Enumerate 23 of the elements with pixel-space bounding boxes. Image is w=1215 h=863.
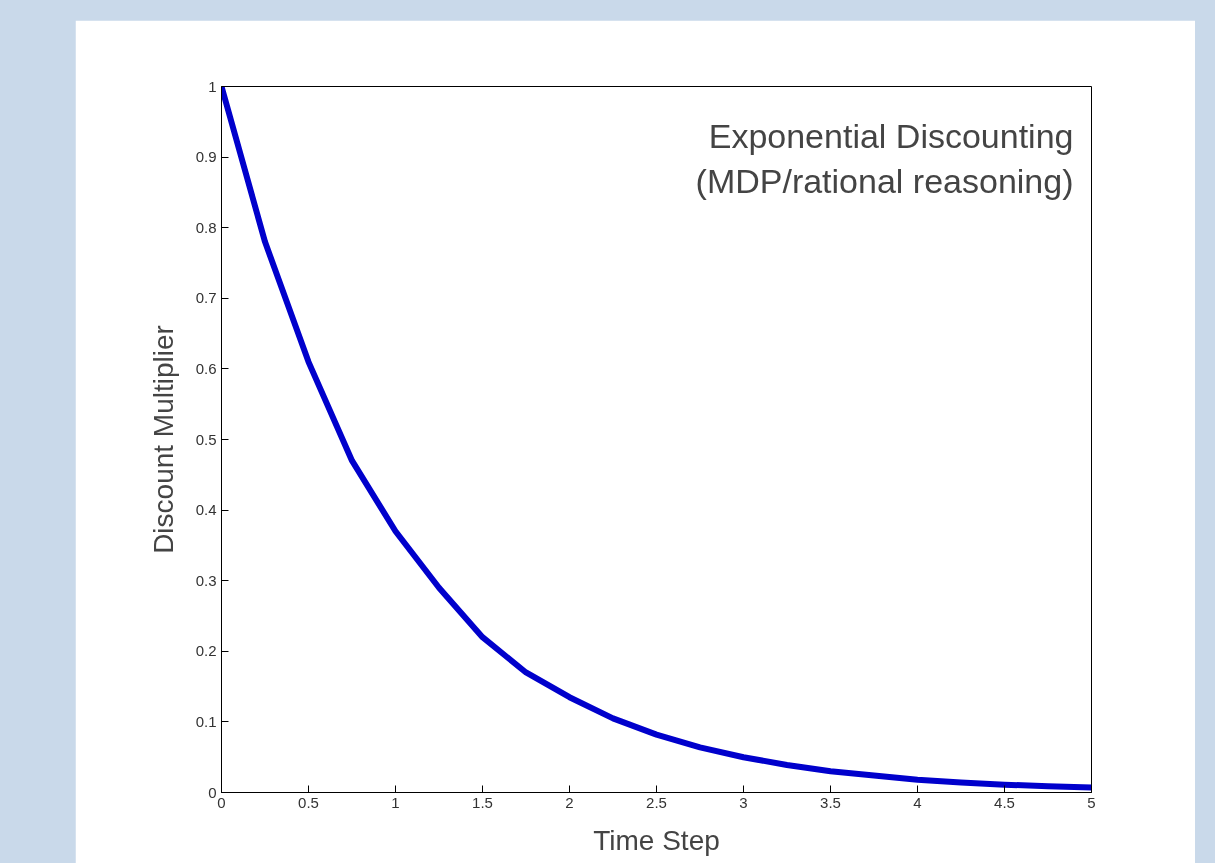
x-tick-label: 2.5	[646, 793, 667, 811]
x-tick-label: 1	[391, 793, 400, 811]
y-tick-label: 0.1	[195, 712, 217, 730]
x-tick-label: 5	[1087, 793, 1096, 811]
x-axis-title: Time Step	[593, 824, 720, 856]
y-axis-title: Discount Multiplier	[147, 325, 179, 554]
y-tick-label: 0.3	[195, 571, 217, 589]
y-tick-label: 0.7	[195, 289, 217, 307]
y-tick-label: 1	[208, 77, 217, 95]
y-tick-label: 0.8	[195, 218, 217, 236]
y-tick-label: 0.6	[195, 359, 217, 377]
y-tick-label: 0.4	[195, 501, 217, 519]
y-tick-label: 0.9	[195, 148, 217, 166]
y-tick-label: 0.5	[195, 430, 217, 448]
x-tick-label: 4.5	[994, 793, 1015, 811]
x-tick-label: 2	[565, 793, 574, 811]
x-tick-label: 3.5	[820, 793, 841, 811]
x-tick-label: 1.5	[472, 793, 493, 811]
annotation: Exponential Discounting (MDP/rational reasoning)	[695, 116, 1074, 201]
y-tick-label: 0.2	[195, 642, 217, 660]
x-tick-label: 3	[739, 793, 748, 811]
x-tick-label: 0.5	[298, 793, 319, 811]
x-tick-label: 4	[913, 793, 922, 811]
